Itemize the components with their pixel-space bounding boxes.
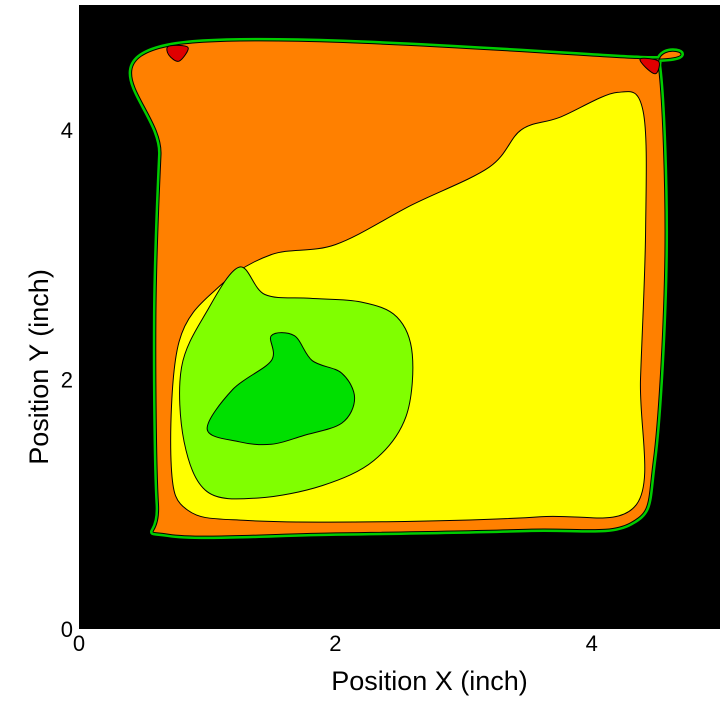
contour-regions bbox=[128, 37, 684, 540]
x-tick-label: 2 bbox=[329, 631, 341, 656]
y-tick-label: 4 bbox=[61, 118, 73, 143]
contour-region-red bbox=[166, 44, 189, 62]
plot-area bbox=[79, 5, 720, 629]
contour-region-green_dark bbox=[206, 332, 356, 446]
x-tick-label: 0 bbox=[73, 631, 85, 656]
x-axis-label: Position X (inch) bbox=[331, 666, 528, 696]
y-axis-label: Position Y (inch) bbox=[24, 269, 54, 465]
x-tick-label: 4 bbox=[586, 631, 598, 656]
x-axis-ticks: 0 2 4 bbox=[73, 631, 598, 656]
contour-region-red bbox=[639, 57, 660, 75]
y-tick-label: 2 bbox=[61, 367, 73, 392]
y-axis-ticks: 0 2 4 bbox=[61, 118, 73, 642]
y-tick-label: 0 bbox=[61, 617, 73, 642]
